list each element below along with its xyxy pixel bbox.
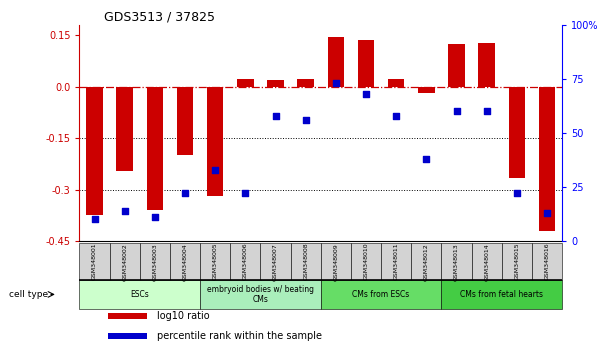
Bar [200,243,230,280]
Point [210,167,220,172]
Bar [478,42,495,87]
Point [120,208,130,213]
Text: GSM348001: GSM348001 [92,243,97,280]
Text: ESCs: ESCs [130,290,149,299]
Bar [109,243,140,280]
Bar [502,243,532,280]
Bar [448,44,465,87]
Bar [108,332,147,339]
Text: GSM348013: GSM348013 [454,243,459,280]
Point [482,108,492,114]
Point [90,217,100,222]
Bar [260,243,291,280]
Bar [539,87,555,231]
Bar [351,243,381,280]
Bar [532,243,562,280]
Bar [388,79,404,87]
Bar [411,243,441,280]
Bar [508,87,525,178]
Text: GSM348006: GSM348006 [243,243,248,280]
Bar [170,243,200,280]
Bar [116,87,133,171]
Text: GSM348010: GSM348010 [364,243,368,280]
Bar [418,87,434,93]
Bar [321,243,351,280]
Bar [267,80,284,87]
Text: GSM348002: GSM348002 [122,243,127,280]
Text: GSM348011: GSM348011 [393,243,399,280]
Bar [200,280,321,309]
Bar [140,243,170,280]
Text: embryoid bodies w/ beating
CMs: embryoid bodies w/ beating CMs [207,285,314,304]
Text: GSM348005: GSM348005 [213,243,218,280]
Point [512,191,522,196]
Text: GSM348014: GSM348014 [484,243,489,280]
Bar [79,280,200,309]
Text: CMs from fetal hearts: CMs from fetal hearts [460,290,543,299]
Bar [298,79,314,87]
Point [542,210,552,216]
Point [452,108,461,114]
Bar [381,243,411,280]
Point [241,191,251,196]
Bar [86,87,103,215]
Text: GSM348003: GSM348003 [152,243,158,280]
Bar [327,37,344,87]
Bar [147,87,163,210]
Bar [108,313,147,319]
Text: GSM348012: GSM348012 [424,243,429,280]
Point [271,113,280,119]
Bar [357,40,375,87]
Text: percentile rank within the sample: percentile rank within the sample [156,331,321,341]
Text: GSM348015: GSM348015 [514,243,519,280]
Text: GSM348008: GSM348008 [303,243,308,280]
Bar [177,87,193,155]
Point [331,80,341,86]
Bar [442,280,562,309]
Bar [207,87,224,196]
Text: GDS3513 / 37825: GDS3513 / 37825 [104,11,214,24]
Text: GSM348007: GSM348007 [273,243,278,280]
Text: cell type: cell type [9,290,48,299]
Point [301,117,310,123]
Bar [230,243,260,280]
Point [422,156,431,162]
Bar [237,79,254,87]
Point [150,215,159,220]
Point [180,191,190,196]
Text: GSM348009: GSM348009 [334,243,338,280]
Point [391,113,401,119]
Bar [291,243,321,280]
Bar [321,280,442,309]
Point [361,91,371,97]
Bar [79,243,109,280]
Text: GSM348016: GSM348016 [544,243,549,280]
Text: CMs from ESCs: CMs from ESCs [353,290,410,299]
Bar [442,243,472,280]
Text: log10 ratio: log10 ratio [156,311,210,321]
Text: GSM348004: GSM348004 [183,243,188,280]
Bar [472,243,502,280]
